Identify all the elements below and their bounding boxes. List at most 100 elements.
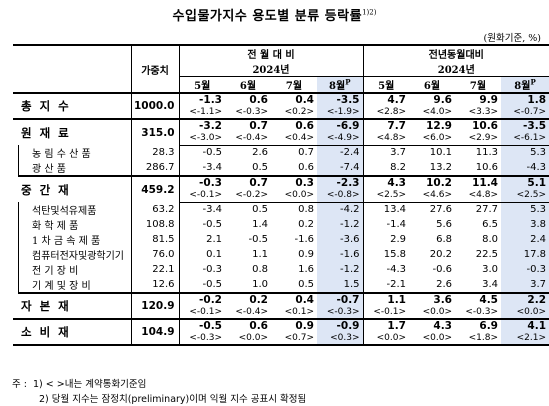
mom-value: 1.5 [317, 277, 364, 294]
yoy-contract-value: <2.1> [501, 332, 549, 346]
yoy-value: 9.9 [455, 92, 501, 106]
mom-contract-value: <0.0> [271, 189, 317, 203]
yoy-value: 8.0 [482, 234, 498, 245]
mom-value: -1.3 [179, 92, 225, 106]
mom-value: -1.2 [317, 217, 364, 232]
yoy-value: 4.7 [363, 92, 409, 106]
yoy-value: 11.3 [475, 147, 498, 159]
table-row: 광 산 품 286.7 -3.4 0.5 0.6 -7.4 8.2 13.2 10.6 -4.3 [8, 160, 549, 177]
mom-value: -0.5 [202, 147, 222, 159]
yoy-value: 1.1 [363, 292, 409, 306]
yoy-contract-value: <3.3> [455, 106, 501, 120]
yoy-contract-value: <2.8> [363, 106, 409, 120]
mom-value: -2.3 [317, 175, 364, 189]
table-row-contract: <-0.1> <-0.2> <0.0> <-0.8> <2.5> <4.6> <4.8> <2… [13, 189, 549, 203]
row-label: 1 차 금 속 제 품 [8, 232, 132, 247]
mom-value: -4.2 [317, 202, 364, 217]
row-weight: 28.3 [131, 145, 180, 160]
row-label: 전 기 장 비 [8, 262, 132, 277]
table-row: 컴퓨터전자및광학기기 76.0 0.1 1.1 0.9 -1.6 15.8 20.2 22.5 1… [8, 247, 549, 262]
table-row-contract: <-3.0> <-0.4> <0.4> <-4.9> <4.8> <6.0> <2.9> <-… [13, 132, 549, 146]
yoy-value: 5.6 [436, 219, 452, 230]
yoy-value: -0.6 [432, 264, 452, 275]
mom-contract-value: <-0.3> [317, 306, 364, 320]
table-row-contract: <-0.1> <-0.4> <0.1> <-0.3> <-0.1> <0.0> <-0.3>… [13, 306, 549, 320]
mom-contract-value: <0.1> [271, 306, 317, 320]
mom-value: 2.1 [206, 234, 222, 245]
import-price-table: 가중치 전 월 대 비 전년동월대비 2024년 2024년 5월 6월 7월 8월P… [8, 44, 549, 346]
mom-value: -0.3 [202, 264, 222, 275]
row-weight: 81.5 [131, 232, 180, 247]
mom-value: 0.9 [271, 318, 317, 332]
yoy-value: -2.1 [363, 277, 409, 294]
header-month: 5월 [179, 76, 225, 94]
mom-value: -0.3 [179, 175, 225, 189]
mom-contract-value: <-0.1> [179, 189, 225, 203]
unit-label: (원화기준, %) [483, 33, 541, 44]
yoy-value: 3.8 [501, 217, 549, 232]
row-weight: 459.2 [131, 175, 180, 202]
row-weight: 315.0 [131, 118, 180, 145]
yoy-value: 1.8 [501, 92, 549, 106]
mom-value: 0.1 [206, 249, 222, 260]
row-label: 원 재 료 [13, 118, 132, 145]
yoy-contract-value: <2.5> [501, 189, 549, 203]
mom-contract-value: <-0.1> [179, 306, 225, 320]
header-mom: 전 월 대 비 [179, 44, 364, 61]
mom-value: 0.6 [225, 318, 271, 332]
yoy-value: 7.7 [363, 118, 409, 132]
table-row: 총 지 수 1000.0 -1.3 0.6 0.4 -3.5 4.7 9.6 9.9 1.8 [13, 92, 549, 119]
yoy-value: 4.1 [501, 318, 549, 332]
yoy-value: 11.4 [455, 175, 501, 189]
yoy-value: 20.2 [429, 249, 452, 260]
table-row-contract: <-0.3> <0.0> <0.7> <0.3> <0.0> <0.0> <1.8> <2.1… [13, 332, 549, 346]
yoy-contract-value: <0.0> [409, 306, 455, 320]
row-label: 자 본 재 [13, 292, 132, 319]
page-title: 수입물가지수 용도별 분류 등락률1)2) [0, 5, 549, 24]
mom-contract-value: <-0.3> [179, 332, 225, 346]
yoy-contract-value: <4.6> [409, 189, 455, 203]
mom-value: 0.5 [252, 204, 268, 216]
header-yoy: 전년동월대비 [363, 44, 549, 61]
table-row: 농 림 수 산 품 28.3 -0.5 2.6 0.7 -2.4 3.7 10.1 11.3 5.… [8, 145, 549, 160]
yoy-value: -0.3 [501, 262, 549, 277]
yoy-value: 10.6 [455, 118, 501, 132]
yoy-value: 6.9 [455, 318, 501, 332]
yoy-contract-value: <4.8> [455, 189, 501, 203]
yoy-value: -4.3 [386, 264, 406, 275]
yoy-value: 10.1 [429, 147, 452, 159]
table-row: 기 계 및 장 비 12.6 -0.5 1.0 0.5 1.5 -2.1 2.6 3.4 3.7 [8, 277, 549, 294]
mom-value: -0.9 [317, 318, 364, 332]
yoy-value: 2.4 [501, 232, 549, 247]
mom-value: 0.8 [298, 204, 314, 216]
row-weight: 63.2 [131, 202, 180, 217]
table-row: 1 차 금 속 제 품 81.5 2.1 -0.5 -1.6 -3.6 2.9 6.8 8.0 2… [8, 232, 549, 247]
mom-value: -3.6 [317, 232, 364, 247]
mom-contract-value: <0.0> [225, 332, 271, 346]
mom-value: 0.6 [225, 92, 271, 106]
row-label: 컴퓨터전자및광학기기 [8, 247, 132, 262]
mom-value: -3.4 [179, 160, 225, 177]
mom-value: 0.6 [271, 118, 317, 132]
mom-value: 0.7 [225, 118, 271, 132]
mom-value: -1.6 [317, 247, 364, 262]
header-weight: 가중치 [131, 44, 180, 93]
yoy-contract-value: <4.8> [363, 132, 409, 146]
header-month: 6월 [225, 76, 271, 94]
mom-value: 0.7 [225, 175, 271, 189]
mom-contract-value: <0.3> [317, 332, 364, 346]
title-text: 수입물가지수 용도별 분류 등락률 [172, 9, 363, 24]
mom-value: 1.1 [252, 249, 268, 260]
yoy-value: 3.7 [501, 277, 549, 294]
yoy-value: 6.5 [482, 219, 498, 230]
header-blank [13, 44, 132, 93]
mom-value: 0.2 [225, 292, 271, 306]
yoy-value: 15.8 [383, 249, 406, 260]
row-weight: 120.9 [131, 292, 180, 319]
mom-value: 0.3 [271, 175, 317, 189]
yoy-contract-value: <-0.1> [363, 306, 409, 320]
title-superscript: 1)2) [362, 8, 377, 17]
yoy-value: 12.9 [409, 118, 455, 132]
yoy-contract-value: <2.5> [363, 189, 409, 203]
mom-value: -0.7 [317, 292, 364, 306]
